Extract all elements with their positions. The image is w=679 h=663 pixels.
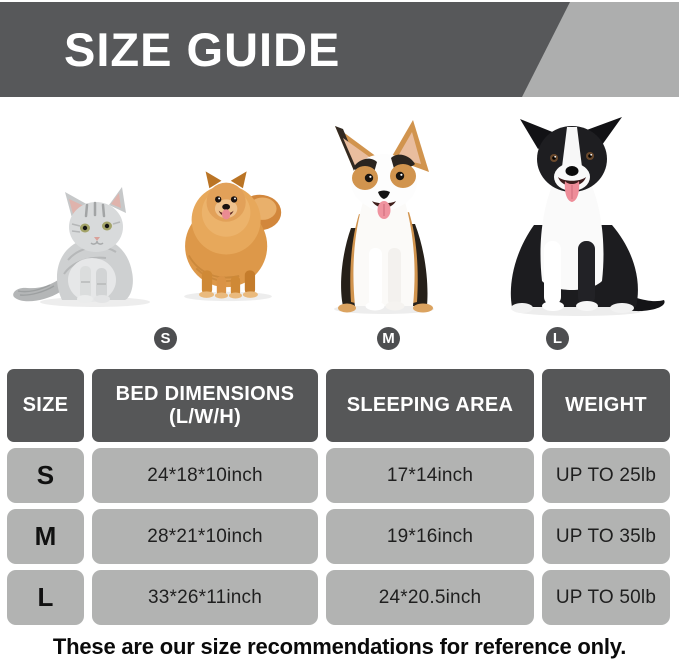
corgi-photo-icon: [334, 120, 434, 314]
row-m-weight-cell: UP TO 35lb: [542, 509, 670, 564]
size-badge-s-label: S: [160, 330, 171, 347]
banner: SIZE GUIDE: [0, 2, 679, 97]
row-l-bed-dimensions-cell: 33*26*11inch: [92, 570, 318, 625]
size-badge-m-label: M: [382, 330, 395, 347]
header-weight-label: WEIGHT: [565, 394, 647, 416]
header-cell-weight: WEIGHT: [542, 369, 670, 442]
footer-note: These are our size recommendations for r…: [52, 634, 627, 659]
row-l-sleeping-area-cell: 24*20.5inch: [326, 570, 534, 625]
banner-diagonal-background: [0, 2, 570, 97]
row-s-sleeping-area-cell: 17*14inch: [326, 448, 534, 503]
row-l-size-cell: L: [7, 570, 84, 625]
size-badge-l-label: L: [552, 330, 563, 347]
size-badge-l: L: [546, 327, 569, 350]
header-cell-bed-dimensions: BED DIMENSIONS (L/W/H): [92, 369, 318, 442]
border-collie-photo-icon: [510, 117, 665, 316]
size-badge-s: S: [154, 327, 177, 350]
row-s-bed-dimensions-cell: 24*18*10inch: [92, 448, 318, 503]
pomeranian-photo-icon: [184, 171, 282, 302]
row-s-size-cell: S: [7, 448, 84, 503]
header-sleeping-area-label: SLEEPING AREA: [346, 394, 514, 416]
header-bed-dimensions-line2: (L/W/H): [168, 405, 242, 428]
row-m-size-cell: M: [7, 509, 84, 564]
size-badge-m: M: [377, 327, 400, 350]
size-table: SIZE BED DIMENSIONS (L/W/H) SLEEPING ARE…: [7, 369, 670, 625]
row-m-sleeping-area-cell: 19*16inch: [326, 509, 534, 564]
header-cell-size: SIZE: [7, 369, 84, 442]
page-title: SIZE GUIDE: [64, 23, 341, 76]
row-l-weight-cell: UP TO 50lb: [542, 570, 670, 625]
header-size-label: SIZE: [22, 394, 69, 416]
header-cell-sleeping-area: SLEEPING AREA: [326, 369, 534, 442]
cat-photo-icon: [13, 187, 150, 307]
row-s-weight-cell: UP TO 25lb: [542, 448, 670, 503]
header-bed-dimensions-line1: BED DIMENSIONS: [115, 382, 295, 405]
row-m-bed-dimensions-cell: 28*21*10inch: [92, 509, 318, 564]
